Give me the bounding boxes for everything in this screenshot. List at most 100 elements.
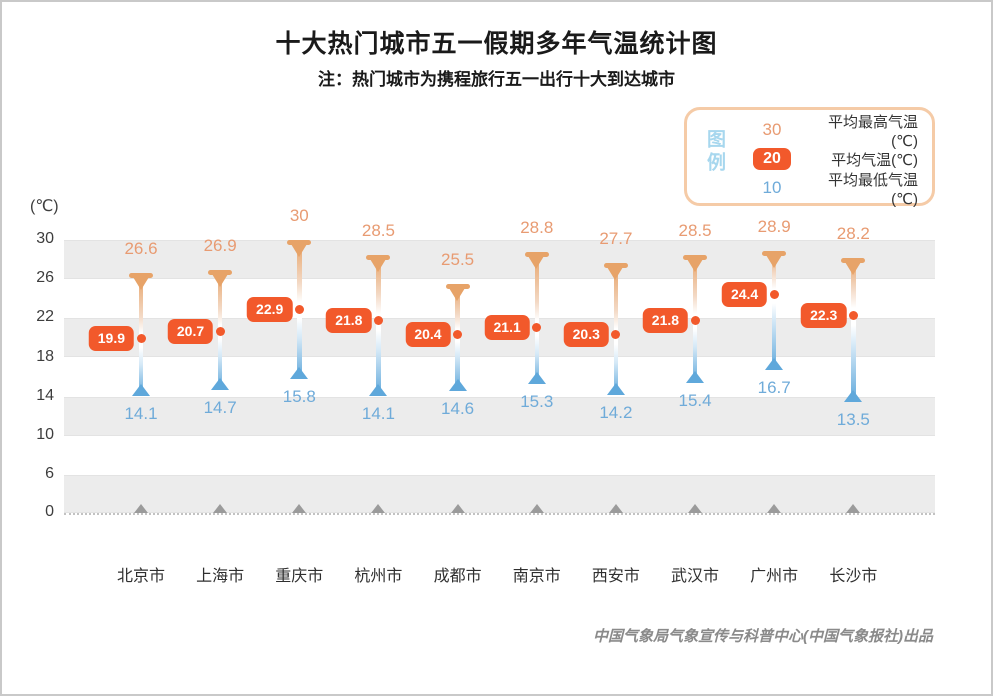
avg-value-badge: 20.4 — [405, 321, 451, 347]
baseline-marker-icon — [608, 504, 623, 513]
max-cap-funnel-icon — [290, 244, 307, 257]
x-axis-city-label: 北京市 — [116, 568, 165, 585]
baseline-marker-icon — [846, 504, 861, 513]
legend-title: 图例 — [704, 129, 725, 175]
baseline-marker-icon — [371, 504, 386, 513]
x-axis-city-label: 重庆市 — [275, 568, 324, 585]
grid-band — [64, 475, 935, 513]
avg-dot — [690, 315, 700, 325]
grid-band — [64, 396, 935, 436]
min-value-label: 14.7 — [203, 397, 237, 417]
max-value-label: 28.5 — [361, 220, 395, 240]
avg-value-badge: 22.3 — [801, 302, 847, 328]
min-value-label: 14.2 — [599, 402, 633, 422]
legend-max-label: 平均最高气温(℃) — [827, 113, 918, 150]
legend-min-label: 平均最低气温(℃) — [827, 171, 918, 208]
avg-dot — [373, 315, 383, 325]
max-cap-funnel-icon — [211, 274, 228, 288]
max-cap-funnel-icon — [844, 261, 861, 275]
max-cap-icon — [129, 273, 153, 279]
y-tick-label: 18 — [36, 347, 54, 365]
temp-range-stem — [851, 259, 856, 402]
max-cap-icon — [524, 251, 549, 257]
avg-dot — [611, 330, 621, 340]
min-value-label: 15.8 — [282, 387, 316, 407]
max-cap-icon — [445, 284, 470, 290]
min-cap-icon — [132, 383, 150, 396]
min-cap-icon — [448, 378, 467, 391]
temp-range-stem — [771, 252, 777, 371]
min-cap-icon — [527, 371, 546, 384]
min-cap-icon — [844, 389, 863, 402]
avg-value-badge: 21.8 — [642, 307, 689, 333]
min-value-label: 13.5 — [836, 409, 870, 429]
avg-dot — [453, 329, 463, 339]
temp-range-stem — [534, 253, 539, 384]
avg-value-badge: 22.9 — [247, 297, 293, 323]
attribution-text: 中国气象局气象宣传与科普中心(中国气象报社)出品 — [593, 628, 933, 645]
max-cap-icon — [683, 254, 708, 260]
x-axis-city-label: 南京市 — [512, 568, 561, 585]
x-axis-city-label: 长沙市 — [829, 568, 878, 585]
legend-avg-label: 平均气温(℃) — [831, 151, 918, 169]
x-axis-baseline — [64, 513, 935, 515]
max-value-label: 28.9 — [757, 216, 791, 236]
max-cap-icon — [603, 262, 628, 268]
x-axis-city-label: 广州市 — [750, 568, 799, 585]
max-value-label: 25.5 — [441, 250, 475, 270]
max-value-label: 28.5 — [678, 220, 712, 240]
max-cap-icon — [366, 254, 391, 260]
baseline-marker-icon — [450, 504, 465, 513]
y-tick-label: 30 — [36, 230, 54, 247]
baseline-marker-icon — [213, 504, 228, 513]
temp-range-stem — [376, 256, 381, 396]
avg-dot — [532, 322, 542, 332]
max-value-label: 30 — [289, 206, 309, 225]
max-cap-icon — [287, 240, 312, 245]
min-value-label: 14.1 — [124, 403, 158, 423]
avg-dot — [294, 305, 304, 315]
max-value-label: 26.6 — [124, 239, 158, 259]
x-axis-city-label: 上海市 — [196, 568, 245, 585]
y-tick-label: 14 — [36, 386, 54, 404]
baseline-marker-icon — [134, 504, 148, 513]
x-axis-city-label: 武汉市 — [671, 568, 720, 585]
legend-item-min: 10 平均最低气温(℃) — [733, 172, 918, 208]
avg-dot — [848, 310, 858, 320]
legend-box: 图例 30 平均最高气温(℃) 20 平均气温(℃) 10 平均最低气温(℃) — [684, 107, 935, 208]
y-tick-label: 0 — [45, 503, 54, 520]
x-axis-city-label: 成都市 — [433, 568, 482, 585]
min-value-label: 15.3 — [520, 391, 554, 411]
baseline-marker-icon — [767, 504, 782, 513]
avg-value-badge: 21.1 — [484, 314, 530, 340]
max-value-label: 27.7 — [599, 228, 633, 248]
chart-subtitle: 注：热门城市为携程旅行五一出行十大到达城市 — [318, 70, 675, 89]
baseline-marker-icon — [292, 504, 307, 513]
avg-value-badge: 24.4 — [721, 282, 768, 308]
min-cap-icon — [686, 370, 705, 383]
min-cap-icon — [765, 358, 784, 371]
max-cap-icon — [208, 270, 233, 276]
min-value-label: 15.4 — [678, 390, 712, 410]
max-cap-funnel-icon — [528, 255, 545, 269]
avg-dot — [769, 290, 779, 300]
max-cap-icon — [841, 257, 866, 263]
max-cap-funnel-icon — [607, 266, 624, 280]
chart-title: 十大热门城市五一假期多年气温统计图 — [275, 30, 718, 58]
temp-range-stem — [613, 264, 619, 395]
min-cap-icon — [290, 367, 309, 380]
x-axis-city-label: 西安市 — [591, 568, 640, 585]
avg-value-badge: 20.3 — [563, 322, 609, 348]
legend-item-max: 30 平均最高气温(℃) — [733, 114, 918, 150]
y-tick-label: 10 — [36, 425, 54, 443]
legend-rows: 30 平均最高气温(℃) 20 平均气温(℃) 10 平均最低气温(℃) — [733, 114, 918, 208]
max-value-label: 28.8 — [520, 217, 554, 237]
min-cap-icon — [369, 383, 388, 396]
max-cap-funnel-icon — [132, 277, 149, 291]
min-value-label: 16.7 — [757, 378, 791, 398]
baseline-marker-icon — [529, 504, 544, 513]
max-cap-funnel-icon — [369, 258, 386, 272]
y-tick-label: 26 — [36, 269, 54, 287]
